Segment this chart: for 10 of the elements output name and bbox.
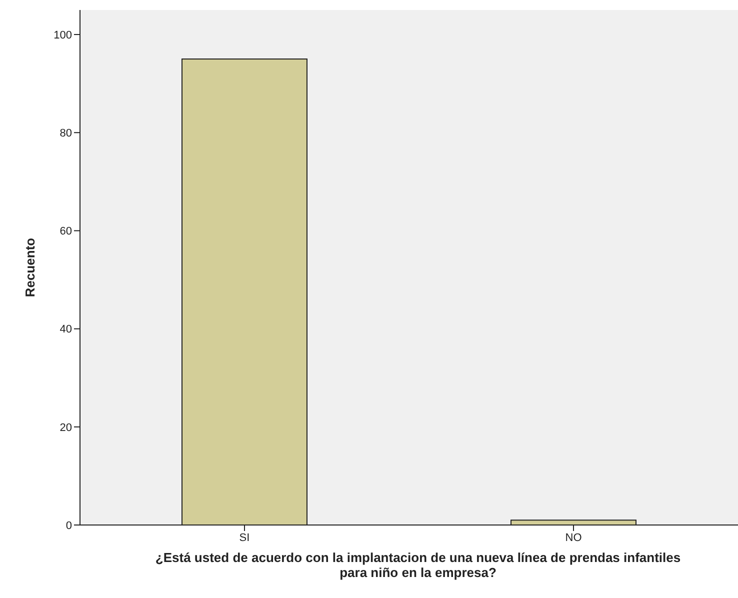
x-tick-label: NO [565, 532, 582, 544]
x-tick-label: SI [239, 532, 250, 544]
y-tick-label: 0 [66, 520, 72, 532]
y-tick-label: 20 [60, 422, 72, 434]
y-tick-label: 40 [60, 324, 72, 336]
y-axis-title: Recuento [22, 238, 38, 298]
y-tick-label: 80 [60, 128, 72, 140]
y-tick-label: 60 [60, 226, 72, 238]
y-tick-label: 100 [54, 29, 72, 42]
x-axis-title: ¿Está usted de acuerdo con la implantacion de una nueva línea de prendas infantiles para niño en la empresa? [154, 550, 682, 580]
